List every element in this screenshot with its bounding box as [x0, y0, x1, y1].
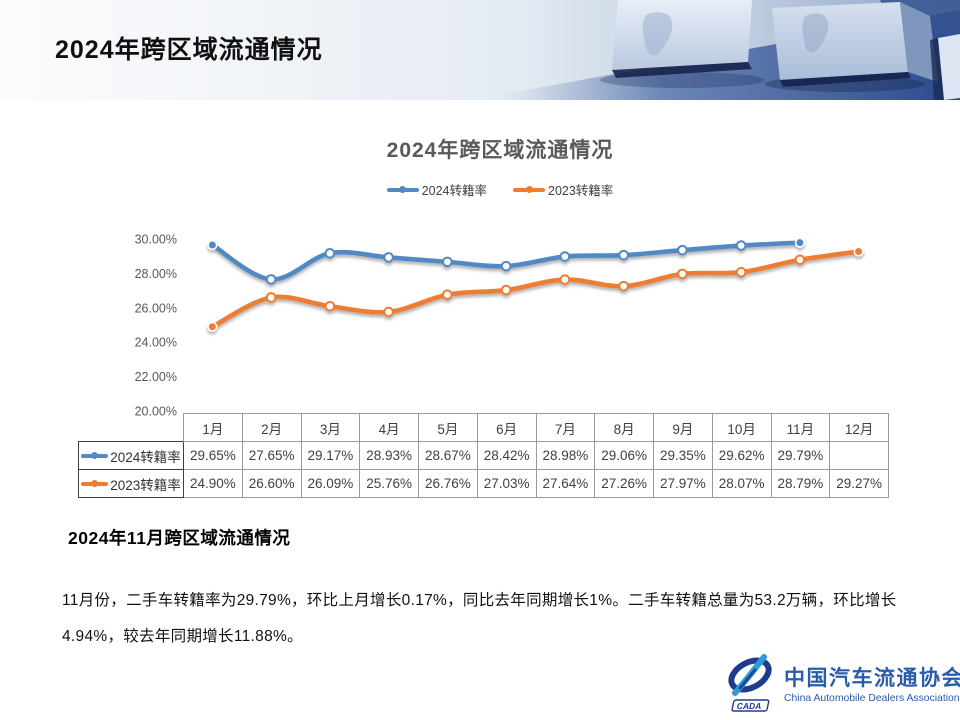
section-heading: 2024年11月跨区域流通情况	[68, 528, 291, 548]
y-axis-tick-label: 28.00%	[135, 267, 177, 281]
data-point-marker	[500, 260, 512, 272]
data-point-marker	[618, 249, 629, 261]
cada-logo-text: 中国汽车流通协会 China Automobile Dealers Associ…	[784, 662, 960, 704]
month-header-cell: 7月	[535, 413, 596, 442]
data-point-marker	[794, 254, 806, 266]
y-axis-tick-label: 24.00%	[135, 336, 177, 350]
logo-name-zh: 中国汽车流通协会	[784, 666, 960, 690]
value-cell: 28.93%	[359, 441, 419, 470]
data-point-marker	[383, 252, 394, 263]
value-cell: 28.67%	[418, 441, 478, 470]
month-header-cell: 1月	[183, 413, 243, 442]
header-banner	[0, 0, 960, 100]
value-cell: 28.79%	[770, 469, 831, 498]
cada-logo-mark-icon: CADA	[728, 654, 772, 712]
data-point-marker	[677, 268, 688, 280]
body-paragraph: 11月份，二手车转籍率为29.79%，环比上月增长0.17%，同比去年同期增长1…	[62, 592, 897, 645]
header-decoration-cubes-image	[0, 0, 960, 100]
y-axis-tick-label: 20.00%	[135, 405, 177, 419]
value-cell: 26.76%	[418, 469, 478, 498]
table-corner-cell	[79, 414, 184, 442]
table-header-row: 1月 2月 3月 4月 5月 6月 7月 8月 9月 10月 11月 12月	[79, 413, 889, 442]
data-point-marker	[853, 246, 864, 257]
data-point-marker	[618, 280, 629, 292]
month-header-cell: 3月	[300, 413, 361, 442]
data-point-marker	[442, 289, 453, 301]
month-header-cell: 11月	[770, 413, 831, 442]
line-series-2023转籍率	[207, 246, 864, 332]
data-point-marker	[735, 266, 747, 278]
value-cell: 25.76%	[359, 469, 419, 498]
month-header-cell: 5月	[418, 413, 478, 442]
line-series-marker-icon	[81, 480, 109, 488]
value-cell: 27.64%	[535, 469, 596, 498]
data-point-marker	[559, 251, 571, 262]
value-cell: 29.06%	[594, 441, 654, 470]
value-cell: 28.42%	[476, 441, 537, 470]
month-header-cell: 2月	[241, 413, 302, 442]
legend-label: 2023转籍率	[548, 184, 614, 198]
value-cell: 24.90%	[183, 469, 243, 498]
data-point-marker	[500, 284, 512, 296]
y-axis-tick-label: 26.00%	[135, 301, 177, 315]
data-point-marker	[383, 306, 394, 318]
data-point-marker	[207, 321, 218, 332]
cada-logo: CADA 中国汽车流通协会 China Automobile Dealers A…	[726, 652, 960, 714]
value-cell: 29.35%	[653, 441, 713, 470]
value-cell: 27.97%	[653, 469, 713, 498]
series-label-cell: 2024转籍率	[78, 441, 184, 470]
table-row-2023转籍率: 2023转籍率 24.90% 26.60% 26.09% 25.76% 26.76% 27.…	[78, 469, 889, 498]
data-point-marker	[324, 300, 336, 312]
svg-text:CADA: CADA	[737, 701, 762, 711]
logo-name-en: China Automobile Dealers Association	[784, 693, 960, 704]
data-point-marker	[442, 256, 453, 268]
table-row-2024转籍率: 2024转籍率 29.65% 27.65% 29.17% 28.93% 28.67% 28.…	[78, 441, 889, 470]
chart-title: 2024年跨区域流通情况	[386, 139, 614, 162]
line-chart-plot: 30.00% 28.00% 26.00% 24.00% 22.00% 20.00%	[135, 233, 864, 419]
line-series-marker-icon	[513, 186, 545, 194]
y-axis-tick-label: 22.00%	[135, 370, 177, 384]
value-cell: 27.65%	[241, 441, 302, 470]
data-point-marker	[735, 240, 747, 251]
value-cell: 26.60%	[241, 469, 302, 498]
series-name-label: 2024转籍率	[110, 449, 181, 465]
legend-item-2023: 2023转籍率	[513, 180, 613, 199]
series-label-cell: 2023转籍率	[78, 469, 184, 498]
series-name-label: 2023转籍率	[110, 477, 181, 493]
chart-legend: 2024转籍率 2023转籍率	[40, 180, 960, 199]
value-cell: 29.65%	[183, 441, 243, 470]
slide-title: 2024年跨区域流通情况	[55, 36, 323, 64]
value-cell: 28.98%	[535, 441, 596, 470]
data-point-marker	[559, 274, 571, 285]
value-cell: 27.26%	[594, 469, 654, 498]
line-series-marker-icon	[81, 452, 109, 460]
y-axis-tick-label: 30.00%	[135, 233, 177, 247]
value-cell: 29.27%	[829, 469, 889, 498]
data-point-marker	[265, 292, 277, 303]
value-cell: 27.03%	[476, 469, 537, 498]
legend-label: 2024转籍率	[421, 184, 487, 198]
value-cell: 28.07%	[711, 469, 772, 498]
month-header-cell: 12月	[829, 413, 889, 442]
value-cell: 29.17%	[300, 441, 361, 470]
month-header-cell: 4月	[359, 413, 419, 442]
month-header-cell: 9月	[653, 413, 713, 442]
line-series-marker-icon	[386, 186, 419, 194]
data-point-marker	[207, 239, 218, 251]
month-header-cell: 10月	[711, 413, 772, 442]
month-header-cell: 6月	[476, 413, 537, 442]
data-point-marker	[794, 237, 805, 248]
line-series-2024转籍率	[207, 237, 805, 285]
month-header-cell: 8月	[594, 413, 654, 442]
data-point-marker	[265, 274, 277, 285]
legend-item-2024: 2024转籍率	[386, 180, 487, 199]
data-point-marker	[677, 244, 688, 256]
value-cell: 26.09%	[300, 469, 361, 498]
value-cell: 29.79%	[770, 441, 831, 470]
chart-data-table: 1月 2月 3月 4月 5月 6月 7月 8月 9月 10月 11月 12月 2024转籍率 29.65%…	[78, 413, 889, 498]
value-cell	[829, 441, 889, 470]
value-cell: 29.62%	[711, 441, 772, 470]
data-point-marker	[324, 247, 336, 259]
